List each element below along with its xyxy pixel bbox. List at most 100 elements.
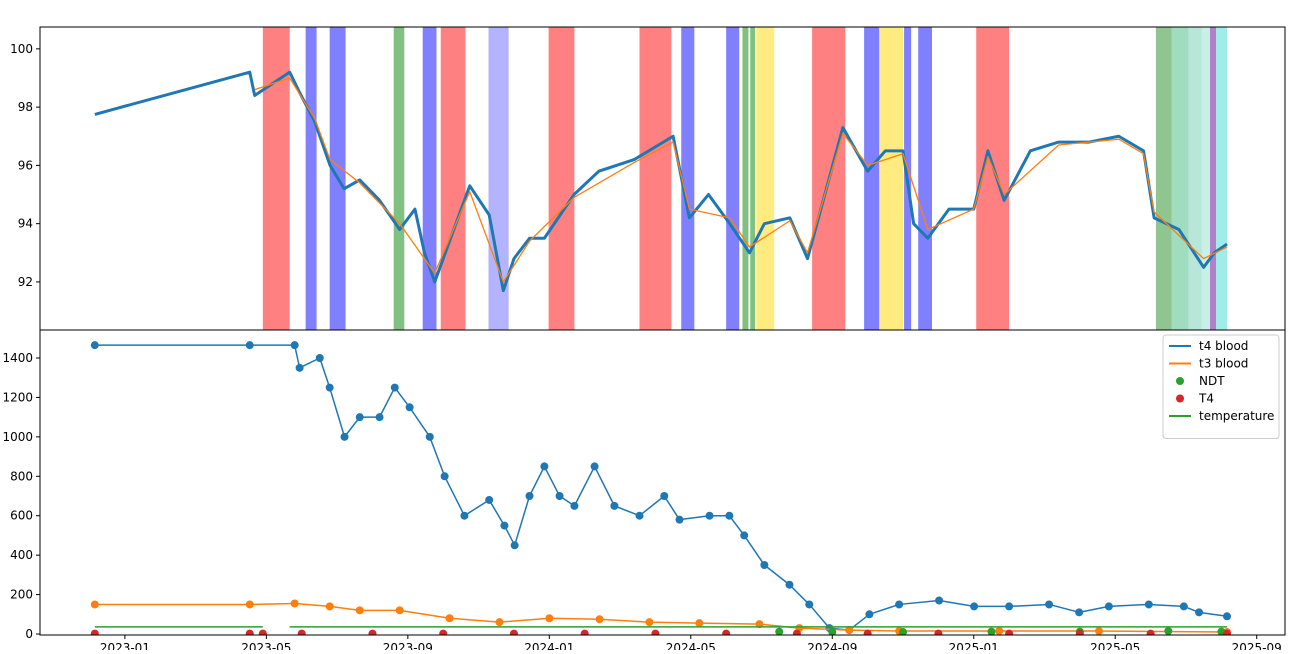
band — [1188, 27, 1202, 330]
marker — [315, 353, 324, 362]
marker — [645, 618, 654, 627]
marker — [970, 602, 979, 611]
series-line — [254, 77, 1228, 283]
marker — [695, 619, 704, 628]
series-line — [94, 70, 1228, 293]
y-tick-label: 100 — [10, 42, 33, 56]
marker — [1164, 627, 1173, 635]
marker — [368, 629, 377, 635]
legend-label: NDT — [1199, 374, 1225, 388]
marker — [775, 627, 784, 635]
marker — [510, 541, 519, 550]
marker — [1045, 600, 1054, 609]
marker — [340, 432, 349, 441]
y-tick-label: 92 — [18, 275, 33, 289]
marker — [525, 492, 534, 501]
marker — [245, 600, 254, 609]
marker — [425, 432, 434, 441]
band — [305, 27, 317, 330]
marker — [445, 614, 454, 623]
marker — [792, 629, 801, 635]
marker — [258, 629, 267, 635]
y-tick-label: 96 — [18, 158, 33, 172]
band — [864, 27, 880, 330]
band — [918, 27, 933, 330]
legend-label: t3 blood — [1199, 357, 1248, 371]
band — [681, 27, 695, 330]
series-line — [94, 602, 1227, 633]
marker — [987, 627, 996, 635]
marker — [439, 629, 448, 635]
x-tick-label: 2024-01 — [524, 641, 574, 650]
marker — [590, 462, 599, 471]
marker — [660, 492, 669, 501]
band — [440, 27, 466, 330]
legend-label: temperature — [1199, 409, 1274, 423]
band — [750, 27, 756, 330]
marker — [1195, 608, 1204, 617]
marker — [1075, 608, 1084, 617]
marker — [610, 501, 619, 510]
marker — [295, 363, 304, 372]
marker — [895, 600, 904, 609]
band — [756, 27, 775, 330]
band — [1171, 27, 1189, 330]
marker — [375, 413, 384, 422]
y-tick-label: 0 — [25, 627, 33, 641]
x-tick-label: 2023-09 — [383, 641, 433, 650]
band — [879, 27, 904, 330]
marker — [245, 629, 254, 635]
y-tick-label: 600 — [10, 509, 33, 523]
legend-box — [1162, 334, 1280, 439]
x-tick-label: 2024-09 — [807, 641, 857, 650]
y-tick-label: 1400 — [2, 351, 33, 365]
marker — [460, 511, 469, 520]
marker — [1222, 612, 1231, 621]
marker — [865, 610, 874, 619]
marker — [355, 606, 364, 615]
x-tick-label: 2025-09 — [1232, 641, 1282, 650]
x-tick-label: 2024-05 — [666, 641, 716, 650]
marker — [90, 600, 99, 609]
band — [393, 27, 405, 330]
legend-marker — [1176, 394, 1184, 403]
band — [1201, 27, 1211, 330]
y-tick-label: 800 — [10, 469, 33, 483]
marker — [1146, 629, 1155, 635]
marker — [899, 628, 908, 635]
marker — [545, 614, 554, 623]
marker — [405, 403, 414, 412]
x-tick-label: 2025-05 — [1090, 641, 1140, 650]
x-tick-label: 2023-01 — [100, 641, 150, 650]
marker — [722, 629, 731, 635]
band — [1210, 27, 1217, 330]
marker — [440, 472, 449, 481]
marker — [595, 615, 604, 624]
band — [1155, 27, 1172, 330]
band — [726, 27, 740, 330]
legend-label: t4 blood — [1199, 339, 1248, 353]
band — [262, 27, 290, 330]
marker — [651, 629, 660, 635]
marker — [290, 599, 299, 608]
marker — [760, 561, 769, 570]
marker — [297, 629, 306, 635]
band — [422, 27, 437, 330]
x-tick-label: 2025-01 — [949, 641, 999, 650]
y-tick-label: 200 — [10, 588, 33, 602]
marker — [290, 341, 299, 350]
marker — [805, 600, 814, 609]
marker — [1075, 629, 1084, 635]
marker — [509, 629, 518, 635]
y-tick-label: 98 — [18, 100, 33, 114]
legend-marker — [1176, 377, 1184, 385]
marker — [863, 629, 872, 635]
marker — [1222, 629, 1231, 635]
legend-label: T4 — [1198, 392, 1214, 406]
marker — [1005, 629, 1014, 635]
marker — [1005, 602, 1014, 611]
y-tick-label: 1200 — [2, 390, 33, 404]
marker — [500, 521, 509, 530]
marker — [245, 341, 254, 350]
